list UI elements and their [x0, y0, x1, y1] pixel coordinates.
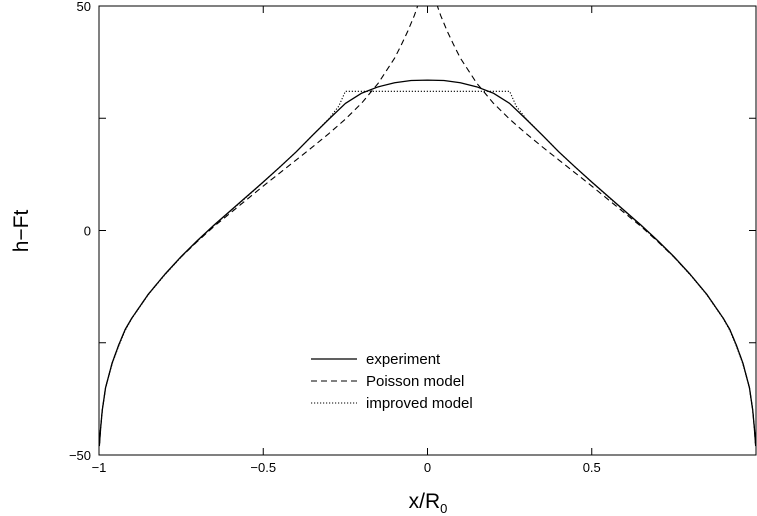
- x-axis-label-main: x/R: [409, 490, 441, 513]
- x-axis-label: x/R0: [409, 490, 448, 516]
- x-tick-label: 0: [424, 460, 431, 475]
- series-line-3: [98, 90, 757, 447]
- x-tick-label: −1: [92, 460, 107, 475]
- legend: experiment Poisson model improved model: [311, 351, 473, 412]
- tick-marks: [98, 5, 757, 456]
- legend-label-1: experiment: [366, 351, 441, 368]
- y-tick-label: 0: [84, 224, 91, 239]
- series-layer: [98, 5, 757, 447]
- legend-label-2: Poisson model: [366, 373, 464, 390]
- legend-label-3: improved model: [366, 395, 473, 412]
- y-tick-label: −50: [69, 448, 91, 463]
- x-tick-label: −0.5: [250, 460, 276, 475]
- x-tick-label: 0.5: [583, 460, 601, 475]
- x-axis-label-subscript: 0: [440, 501, 447, 516]
- series-line-1: [98, 79, 757, 447]
- series-line-2: [98, 5, 757, 447]
- y-tick-label: 50: [77, 0, 91, 14]
- y-axis-label: h−Ft: [10, 210, 33, 253]
- tick-labels: −1 −0.5 0 0.5 −50 0 50: [69, 0, 601, 475]
